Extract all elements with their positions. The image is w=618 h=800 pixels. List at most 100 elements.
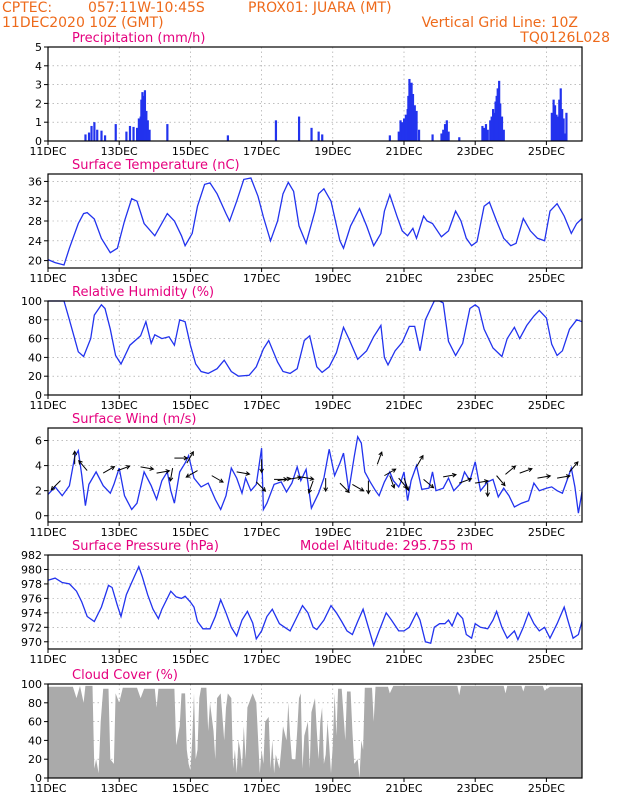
wind-arrow — [352, 483, 365, 492]
precipitation-ytick-label: 0 — [35, 135, 42, 148]
humidity-xtick-label: 13DEC — [101, 399, 138, 412]
humidity-xtick-label: 15DEC — [172, 399, 209, 412]
wind-title: Surface Wind (m/s) — [72, 412, 196, 427]
precipitation-bar — [443, 124, 447, 141]
precipitation-xtick-label: 23DEC — [457, 145, 494, 158]
wind-arrow-head — [378, 451, 383, 457]
precipitation-bar — [142, 95, 145, 141]
header-grid-note: Vertical Grid Line: 10Z — [421, 15, 578, 31]
precipitation-bar — [274, 120, 278, 141]
wind-xtick-label: 25DEC — [528, 526, 565, 539]
wind-arrow-head — [189, 450, 194, 456]
temperature-xtick-label: 25DEC — [528, 272, 565, 285]
precipitation-bar — [550, 112, 553, 141]
humidity-xtick-label: 23DEC — [457, 399, 494, 412]
wind-arrow-shaft — [569, 461, 579, 473]
precipitation-bar — [310, 127, 313, 141]
precipitation-bar — [562, 118, 565, 141]
precipitation-bar — [148, 129, 151, 141]
wind-arrow — [459, 477, 473, 484]
wind-arrow-shaft — [117, 465, 130, 472]
precipitation-bar — [410, 82, 413, 141]
wind-arrow-head — [467, 477, 473, 483]
temperature-ytick-label: 28 — [28, 215, 42, 228]
wind-arrow-head — [185, 473, 191, 478]
precipitation-bar — [552, 99, 555, 141]
precipitation-bar — [166, 124, 169, 141]
precipitation-bar — [565, 112, 568, 141]
humidity-xtick-label: 25DEC — [528, 399, 565, 412]
precipitation-bar — [502, 129, 505, 141]
cloud-ytick-label: 100 — [21, 678, 42, 691]
wind-arrow-head — [527, 467, 533, 473]
cloud-xtick-label: 17DEC — [243, 782, 280, 795]
wind-arrow-shaft — [398, 477, 408, 489]
temperature-xtick-label: 17DEC — [243, 272, 280, 285]
wind-arrow-head — [419, 454, 424, 460]
wind-arrow — [384, 468, 397, 477]
precipitation-xtick-label: 25DEC — [528, 145, 565, 158]
cloud-ytick-label: 60 — [28, 716, 42, 729]
wind-arrow-head — [149, 466, 155, 471]
temperature-xtick-label: 13DEC — [101, 272, 138, 285]
temperature-ytick-label: 32 — [28, 195, 42, 208]
wind-arrow — [569, 461, 579, 473]
wind-line — [47, 434, 583, 514]
wind-arrow-head — [452, 472, 457, 478]
precipitation-bar — [397, 131, 400, 141]
wind-ytick-label: 0 — [35, 510, 42, 523]
precipitation-bar — [458, 137, 461, 141]
precipitation-bar — [445, 120, 448, 141]
pressure-ytick-label: 970 — [21, 636, 42, 649]
precipitation-bar — [411, 94, 415, 141]
wind-ytick-label: 4 — [35, 460, 42, 473]
wind-arrow — [307, 480, 314, 494]
wind-arrow — [485, 483, 491, 498]
wind-xtick-label: 15DEC — [172, 526, 209, 539]
precipitation-bar — [431, 134, 434, 141]
precipitation-bar — [125, 131, 128, 141]
wind-arrow — [366, 480, 371, 495]
humidity-xtick-label: 19DEC — [314, 399, 351, 412]
precipitation-bar — [500, 116, 504, 141]
pressure-xtick-label: 25DEC — [528, 653, 565, 666]
precipitation-bar — [486, 129, 489, 141]
wind-arrow — [78, 459, 88, 471]
wind-arrow-head — [78, 459, 83, 465]
wind-arrow-head — [110, 466, 116, 471]
pressure-frame — [47, 554, 583, 650]
cloud-xtick-label: 11DEC — [29, 782, 66, 795]
temperature-panel: 20 24 28 32 36 11DEC 13DEC 15DEC 17DEC 19DEC 21DEC… — [28, 158, 583, 285]
wind-arrow-head — [405, 486, 410, 492]
wind-arrow — [423, 479, 435, 489]
wind-arrow-head — [125, 465, 131, 470]
header-model-code: TQ0126L028 — [520, 30, 610, 46]
precipitation-xtick-label: 21DEC — [385, 145, 422, 158]
wind-arrow-head — [50, 485, 56, 491]
precipitation-frame — [47, 46, 583, 142]
wind-arrow-shaft — [169, 468, 174, 481]
precipitation-bar — [489, 120, 492, 141]
precipitation-bar — [136, 127, 139, 141]
humidity-panel: 0 20 40 60 80 100 11DEC 13DEC 15DEC 17DEC 19DEC 21D… — [21, 285, 583, 412]
wind-arrow — [475, 479, 490, 484]
humidity-xtick-label: 21DEC — [385, 399, 422, 412]
pressure-xtick-label: 23DEC — [457, 653, 494, 666]
wind-arrow-shaft — [308, 480, 314, 494]
precipitation-ytick-label: 4 — [35, 60, 42, 73]
pressure-title: Surface Pressure (hPa) — [72, 539, 219, 554]
precipitation-xtick-label: 13DEC — [101, 145, 138, 158]
cloud-xtick-label: 15DEC — [172, 782, 209, 795]
wind-arrow — [323, 478, 329, 493]
wind-frame — [47, 427, 583, 523]
wind-arrow — [519, 467, 533, 474]
cloud-xtick-label: 25DEC — [528, 782, 565, 795]
pressure-ytick-label: 972 — [21, 621, 42, 634]
precipitation-bar — [96, 129, 99, 141]
precipitation-bar — [145, 110, 148, 141]
precipitation-bar — [128, 125, 132, 141]
precipitation-panel: 0 1 2 3 4 5 11DEC 13DEC 15DEC 17DEC 19DEC 21DEC 23DE… — [29, 31, 583, 158]
pressure-xtick-label: 11DEC — [29, 653, 66, 666]
precipitation-bar — [90, 125, 93, 141]
precipitation-bar — [226, 135, 229, 141]
